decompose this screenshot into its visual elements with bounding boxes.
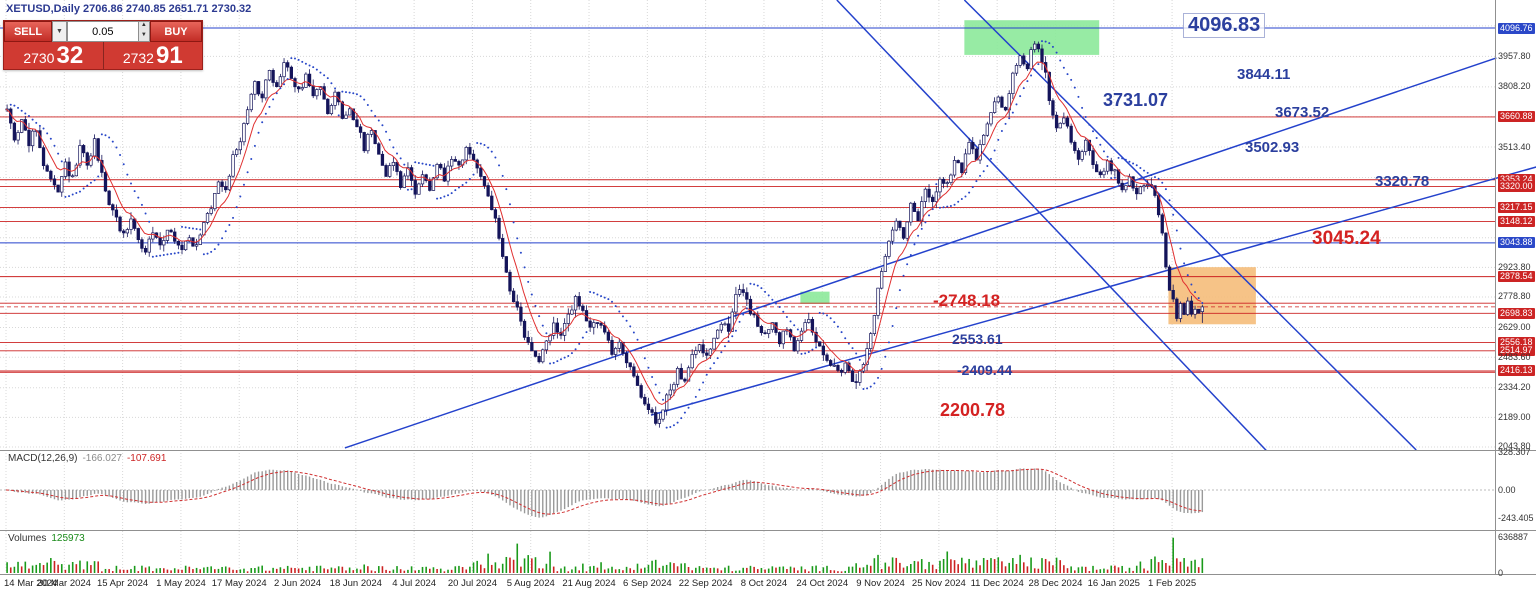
price-axis-label: 2334.20 <box>1498 382 1531 393</box>
price-axis-label: 2556.18 <box>1498 336 1535 348</box>
price-axis-label: 2043.80 <box>1498 441 1531 452</box>
time-axis-label: 6 Sep 2024 <box>623 578 672 589</box>
price-axis-label: 3513.40 <box>1498 141 1531 152</box>
macd-axis-label: -243.405 <box>1498 512 1534 523</box>
lot-increase-button[interactable]: ▲ <box>138 22 149 32</box>
moving-average <box>5 61 1202 406</box>
macd-signal-value: -107.691 <box>126 453 167 464</box>
price-axis-label: 3217.15 <box>1498 202 1535 214</box>
candles <box>5 41 1204 428</box>
macd-name: MACD(12,26,9) <box>8 453 78 464</box>
horizontal-levels <box>0 27 1495 373</box>
price-axis-label: 3353.24 <box>1498 174 1535 186</box>
time-axis-label: 14 Mar 2024 <box>4 578 58 589</box>
time-axis-label: 1 May 2024 <box>156 578 206 589</box>
time-axis-label: 11 Dec 2024 <box>970 578 1024 589</box>
price-axis-label: 3320.00 <box>1498 181 1535 193</box>
ask-price[interactable]: 2732 91 <box>102 42 203 69</box>
time-axis-label: 30 Mar 2024 <box>37 578 91 589</box>
ask-price-pips: 91 <box>155 42 183 69</box>
time-axis-label: 28 Dec 2024 <box>1028 578 1083 589</box>
trade-panel-controls: SELL ▼ ▲ ▼ BUY <box>4 21 202 42</box>
chevron-down-icon: ▼ <box>56 28 63 35</box>
price-axis-label: 2923.80 <box>1498 261 1531 272</box>
time-axis-label: 9 Nov 2024 <box>856 578 905 589</box>
macd-indicator-label: MACD(12,26,9) -166.027 -107.691 <box>8 453 166 464</box>
price-axis-label: 3660.88 <box>1498 111 1535 123</box>
bid-price-pips: 32 <box>56 42 84 69</box>
time-axis[interactable]: 14 Mar 2024 30 Mar 2024 15 Apr 2024 1 May 2… <box>0 575 1536 592</box>
price-axis-label: 2878.54 <box>1498 271 1535 283</box>
time-axis-label: 18 Jun 2024 <box>329 578 382 589</box>
macd-main-value: -166.027 <box>82 453 122 464</box>
price-axis[interactable]: 4096.76 3957.80 3808.20 3660.88 3513.40 3353.… <box>1497 0 1536 592</box>
volume-axis-label: 636887 <box>1498 532 1529 542</box>
price-axis-label: 2778.80 <box>1498 291 1531 302</box>
price-axis-label: 2416.13 <box>1498 365 1535 377</box>
price-axis-label: 2483.60 <box>1498 351 1531 362</box>
order-type-dropdown-button[interactable]: ▼ <box>52 21 67 42</box>
time-axis-label: 25 Nov 2024 <box>911 578 966 589</box>
price-axis-label: 3957.80 <box>1498 50 1531 61</box>
macd-axis-label: 328.307 <box>1498 447 1531 458</box>
macd-axis-label: 0.00 <box>1498 485 1516 495</box>
time-axis-label: 8 Oct 2024 <box>740 578 788 589</box>
price-axis-label: 3808.20 <box>1498 81 1531 92</box>
price-axis-label: 2629.00 <box>1498 322 1531 333</box>
time-axis-label: 16 Jan 2025 <box>1087 578 1140 589</box>
time-axis-label: 17 May 2024 <box>211 578 267 589</box>
volumes-indicator-label: Volumes 125973 <box>8 533 85 544</box>
time-axis-label: 24 Oct 2024 <box>796 578 849 589</box>
lot-size-input[interactable] <box>68 22 138 41</box>
sell-button[interactable]: SELL <box>4 21 52 42</box>
macd-indicator <box>0 468 1495 518</box>
price-axis-label: 2189.00 <box>1498 411 1531 422</box>
price-axis-label: 3043.88 <box>1498 237 1535 249</box>
parabolic-sar <box>9 40 1204 429</box>
volume-indicator <box>6 537 1204 573</box>
price-axis-label: 2698.83 <box>1498 307 1535 319</box>
bid-ask-quotes: 2730 32 2732 91 <box>4 42 202 69</box>
volumes-value: 125973 <box>51 533 85 544</box>
time-axis-label: 15 Apr 2024 <box>96 578 149 589</box>
time-axis-label: 1 Feb 2025 <box>1148 578 1197 589</box>
bid-price[interactable]: 2730 32 <box>4 42 103 69</box>
price-axis-label: 3148.12 <box>1498 216 1535 228</box>
price-axis-label: 2514.97 <box>1498 345 1535 357</box>
time-axis-label: 4 Jul 2024 <box>392 578 437 589</box>
time-axis-label: 5 Aug 2024 <box>506 578 555 589</box>
pane-separators <box>0 0 1536 575</box>
lot-decrease-button[interactable]: ▼ <box>138 31 149 41</box>
ask-price-main: 2732 <box>122 50 154 66</box>
bid-price-main: 2730 <box>23 50 55 66</box>
trend-lines <box>344 0 1536 450</box>
volumes-name: Volumes <box>8 533 47 544</box>
one-click-trading-panel: SELL ▼ ▲ ▼ BUY 2730 32 2732 91 <box>3 20 203 70</box>
time-axis-label: 21 Aug 2024 <box>562 578 616 589</box>
time-axis-label: 22 Sep 2024 <box>678 578 733 589</box>
time-axis-label: 2 Jun 2024 <box>274 578 322 589</box>
volume-axis-label: 0 <box>1498 568 1504 578</box>
symbol-ohlc-header: XETUSD,Daily 2706.86 2740.85 2651.71 273… <box>6 3 252 15</box>
lot-size-field: ▲ ▼ <box>67 21 150 42</box>
buy-button[interactable]: BUY <box>150 21 202 42</box>
time-axis-label: 20 Jul 2024 <box>447 578 497 589</box>
lot-size-stepper: ▲ ▼ <box>137 22 149 41</box>
price-axis-label: 4096.76 <box>1498 22 1535 34</box>
